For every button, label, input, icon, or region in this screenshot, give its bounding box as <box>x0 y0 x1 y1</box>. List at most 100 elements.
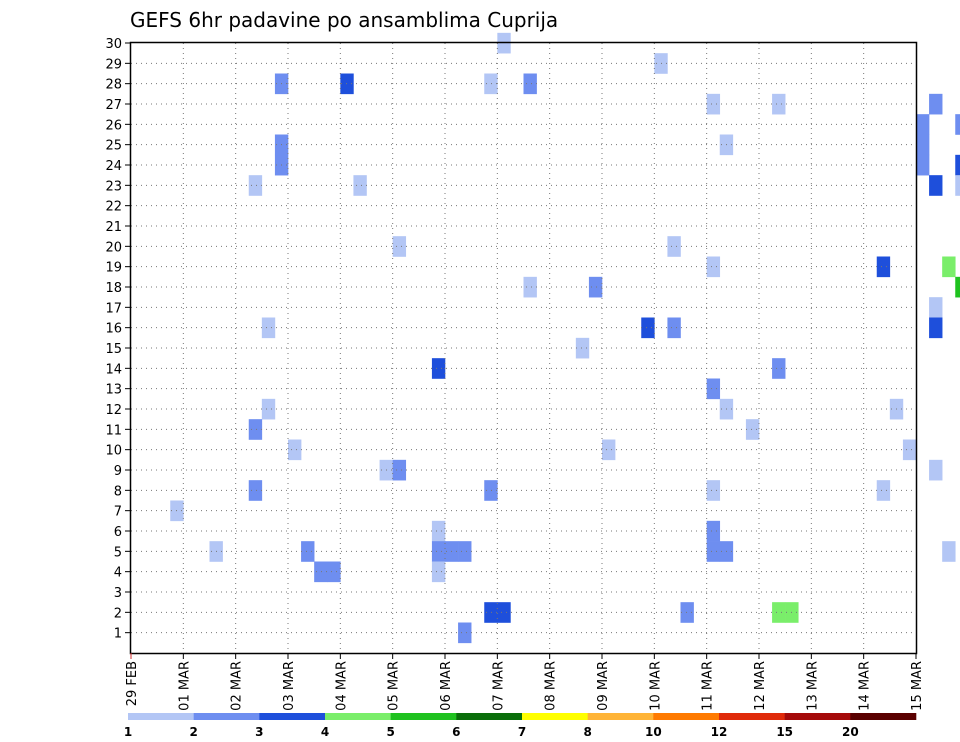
precip-cell <box>772 602 786 623</box>
precip-cell <box>248 480 263 501</box>
legend-label: 10 <box>645 725 662 739</box>
legend-label: 12 <box>711 725 728 739</box>
y-tick-label: 17 <box>105 301 122 316</box>
y-tick-label: 20 <box>105 240 122 255</box>
x-tick-label: 05 MAR <box>387 661 402 711</box>
y-tick-label: 16 <box>105 322 122 337</box>
x-tick-label: 02 MAR <box>230 661 245 711</box>
x-tick-label: 13 MAR <box>805 661 820 711</box>
precip-cell <box>745 419 760 440</box>
legend-label: 2 <box>189 725 197 739</box>
legend-label: 8 <box>583 725 591 739</box>
y-tick-label: 28 <box>105 78 122 93</box>
precip-cell <box>706 541 721 562</box>
legend-label: 4 <box>321 725 329 739</box>
precip-cell <box>942 541 956 562</box>
y-tick-label: 24 <box>105 159 122 174</box>
y-tick-label: 5 <box>114 545 122 560</box>
y-tick-label: 27 <box>105 98 122 113</box>
precip-cell <box>929 93 943 115</box>
y-tick-label: 29 <box>105 57 122 72</box>
x-tick-label: 15 MAR <box>910 661 925 711</box>
y-axis: 1234567891011121314151617181920212223242… <box>105 37 131 642</box>
precip-cell <box>876 256 891 278</box>
precip-cell <box>248 419 263 440</box>
y-tick-label: 30 <box>105 37 122 52</box>
y-tick-label: 4 <box>114 566 122 581</box>
x-tick-label: 07 MAR <box>491 661 506 711</box>
precip-cell <box>772 358 786 379</box>
precip-cell <box>706 256 721 278</box>
precip-cell <box>902 439 917 461</box>
precip-cell <box>288 439 302 461</box>
legend-swatch <box>259 713 326 720</box>
precip-cell <box>458 541 472 562</box>
y-tick-label: 9 <box>114 464 122 479</box>
x-tick-label: 14 MAR <box>858 661 873 711</box>
precip-cell <box>929 459 943 481</box>
precip-cell <box>314 561 328 583</box>
y-tick-label: 8 <box>114 484 122 499</box>
x-tick-label: 10 MAR <box>648 661 663 711</box>
x-tick-label: 09 MAR <box>596 661 611 711</box>
y-tick-label: 10 <box>105 444 122 459</box>
precip-cell <box>392 459 407 481</box>
legend-label: 6 <box>452 725 460 739</box>
chart-title: GEFS 6hr padavine po ansamblima Cuprija <box>130 8 558 32</box>
precip-cell <box>523 276 537 298</box>
precip-cell <box>641 317 655 339</box>
precip-cell <box>575 337 590 359</box>
legend-label: 15 <box>776 725 793 739</box>
precip-cell <box>484 602 498 623</box>
legend-swatch <box>193 713 260 720</box>
legend-swatch <box>719 713 785 720</box>
precip-cell <box>261 398 276 420</box>
legend-swatch <box>522 713 588 720</box>
y-tick-label: 15 <box>105 342 122 357</box>
legend-label: 20 <box>842 725 859 739</box>
precip-cell <box>955 114 960 135</box>
precip-cell <box>929 317 943 339</box>
precip-cell <box>458 622 472 644</box>
legend-swatch <box>784 713 851 720</box>
y-tick-label: 19 <box>105 261 122 276</box>
legend-label: 1 <box>124 725 132 739</box>
precip-cell <box>929 297 943 318</box>
precip-cell <box>484 480 498 501</box>
precip-cell <box>916 134 930 156</box>
x-tick-label: 08 MAR <box>544 661 559 711</box>
precip-cell <box>602 439 616 461</box>
precip-cell <box>523 73 537 95</box>
x-tick-label: 29 FEB <box>125 661 140 706</box>
precip-cell <box>431 358 446 379</box>
precip-cell <box>588 276 603 298</box>
precip-cell <box>431 541 446 562</box>
data-cells <box>170 32 960 644</box>
precip-cell <box>955 154 960 176</box>
precip-cell <box>955 175 960 196</box>
precip-cell <box>706 93 721 115</box>
precip-cell <box>497 602 511 623</box>
x-tick-label: 04 MAR <box>334 661 349 711</box>
precip-cell <box>680 602 694 623</box>
precip-cell <box>929 175 943 196</box>
legend-label: 3 <box>255 725 263 739</box>
precip-cell <box>353 175 367 196</box>
precip-cell <box>916 114 930 135</box>
precip-cell <box>431 561 446 583</box>
y-tick-label: 3 <box>114 586 122 601</box>
legend-label: 5 <box>386 725 394 739</box>
y-tick-label: 6 <box>114 525 122 540</box>
y-tick-label: 23 <box>105 179 122 194</box>
legend-swatch <box>456 713 523 720</box>
x-tick-label: 12 MAR <box>753 661 768 711</box>
y-tick-label: 12 <box>105 403 122 418</box>
x-tick-label: 03 MAR <box>282 661 297 711</box>
legend-label: 7 <box>518 725 526 739</box>
precip-cell <box>392 236 407 257</box>
y-tick-label: 26 <box>105 118 122 133</box>
precip-cell <box>916 154 930 176</box>
precip-cell <box>431 520 446 542</box>
y-tick-label: 21 <box>105 220 122 235</box>
precip-cell <box>340 73 354 95</box>
